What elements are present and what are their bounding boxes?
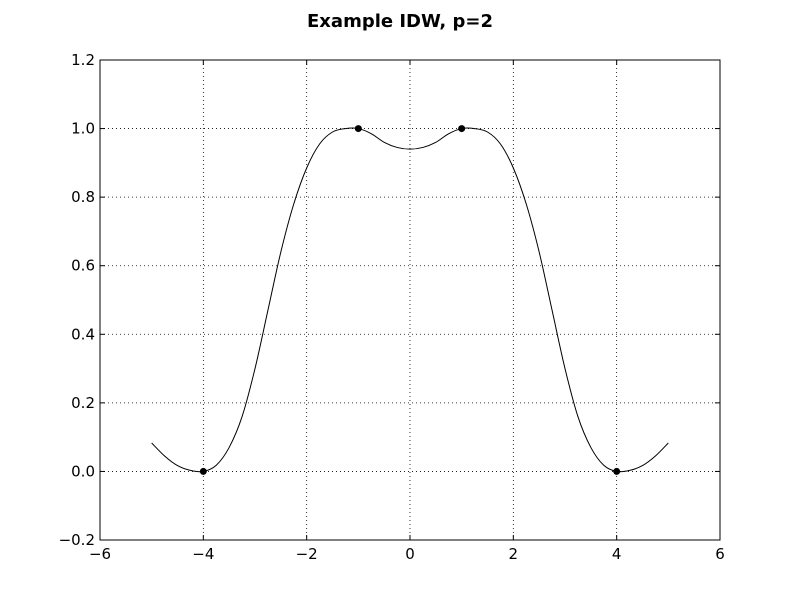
x-tick-labels: −6 −4 −2 0 2 4 6 (89, 545, 725, 563)
data-point (199, 467, 207, 475)
x-tick-label: 0 (405, 545, 415, 563)
y-tick-label: 0.8 (71, 188, 95, 206)
y-tick-labels: −0.2 0.0 0.2 0.4 0.6 0.8 1.0 1.2 (59, 51, 95, 549)
chart-title: Example IDW, p=2 (307, 11, 493, 32)
y-tick-label: −0.2 (59, 531, 95, 549)
grid (100, 60, 720, 540)
data-point (354, 125, 362, 133)
ticks (99, 59, 721, 541)
y-tick-label: 0.4 (71, 325, 95, 343)
y-tick-label: 0.2 (71, 394, 95, 412)
x-tick-label: 2 (509, 545, 519, 563)
y-tick-label: 0.0 (71, 462, 95, 480)
y-tick-label: 1.2 (71, 51, 95, 69)
y-tick-label: 1.0 (71, 120, 95, 138)
x-tick-label: 4 (612, 545, 622, 563)
curve-layer (151, 127, 669, 473)
data-points (199, 125, 621, 475)
x-tick-label: 6 (715, 545, 725, 563)
x-tick-label: −6 (89, 545, 111, 563)
idw-curve (151, 127, 669, 473)
y-tick-label: 0.6 (71, 257, 95, 275)
data-point (613, 467, 621, 475)
x-tick-label: −2 (296, 545, 318, 563)
data-point (458, 125, 466, 133)
x-tick-label: −4 (192, 545, 214, 563)
